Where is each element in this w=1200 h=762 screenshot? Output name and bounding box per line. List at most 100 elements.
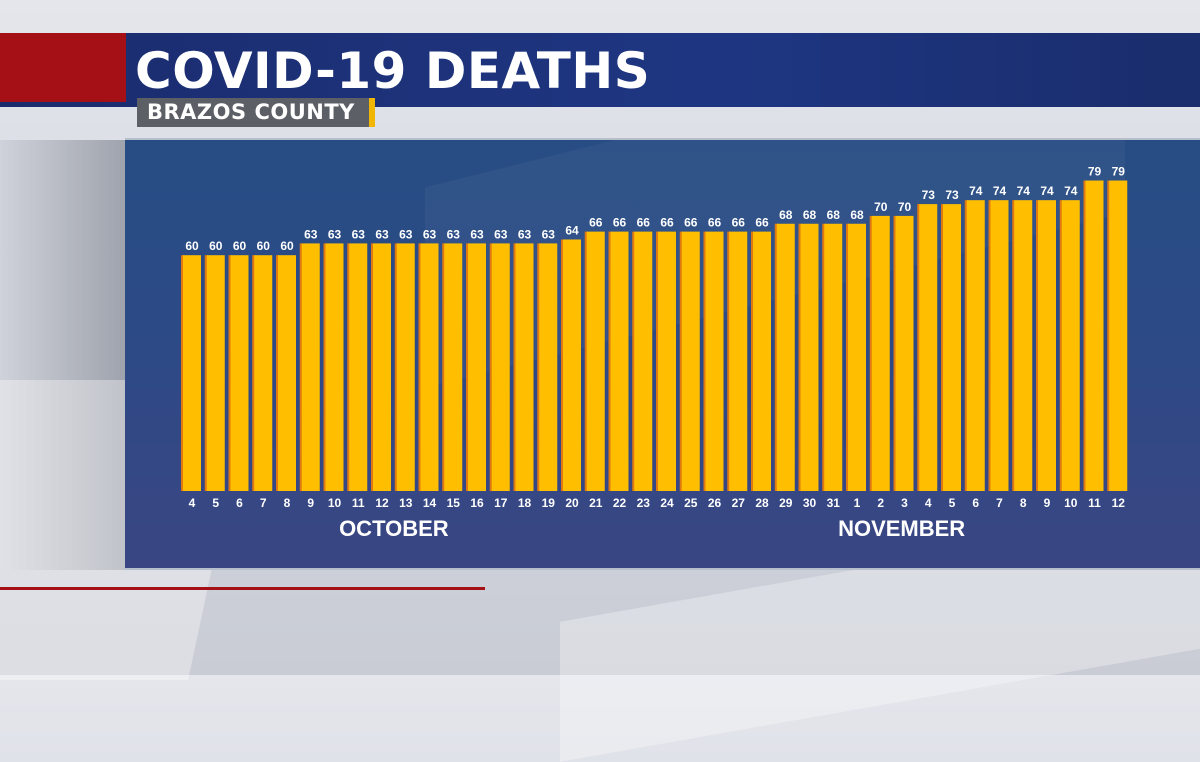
data-label: 66 [755,216,769,230]
x-tick-label: 5 [949,496,956,510]
bar-shadow [656,231,659,491]
data-label: 63 [447,227,461,241]
bar [705,231,724,491]
bar [824,223,843,491]
bar-shadow [323,243,327,491]
bar-chart: 6046056066076086396310631163126313631463… [181,165,1128,541]
bar [325,243,344,491]
data-label: 68 [827,208,841,222]
bar-shadow [964,200,968,491]
data-label: 60 [185,239,199,253]
bar [1014,200,1033,491]
x-tick-label: 31 [827,496,841,510]
bar [420,243,439,491]
x-tick-label: 3 [901,496,908,510]
bar-shadow [537,243,541,491]
x-tick-label: 10 [328,496,342,510]
bar [753,231,771,491]
x-tick-label: 7 [260,496,267,510]
x-tick-label: 11 [1088,496,1101,510]
data-label: 73 [945,188,959,202]
bar-shadow [489,243,493,491]
bar-shadow [371,243,374,491]
data-label: 73 [922,188,936,202]
bar-shadow [181,255,184,491]
bar-shadow [988,200,992,491]
bar-shadow [1059,200,1063,491]
bar-shadow [1012,200,1016,491]
bar-shadow [608,231,612,491]
bar [278,255,296,491]
bar [183,255,201,491]
x-tick-label: 10 [1064,496,1078,510]
bar [634,231,653,491]
data-label: 63 [328,227,342,241]
data-label: 74 [993,184,1007,198]
data-label: 63 [518,227,532,241]
bar-shadow [466,243,469,491]
bar-shadow [727,231,731,491]
x-tick-label: 18 [518,496,532,510]
data-label: 70 [874,200,888,214]
x-tick-label: 12 [375,496,389,510]
x-tick-label: 28 [755,496,769,510]
bar [563,239,581,491]
data-label: 63 [494,227,508,241]
bar-shadow [751,231,754,491]
bar [206,255,225,491]
x-tick-label: 23 [637,496,651,510]
data-label: 64 [565,223,579,237]
bar-shadow [822,223,826,491]
bar [729,231,748,491]
data-label: 60 [233,239,247,253]
bar-shadow [204,255,208,491]
bar-shadow [679,231,683,491]
x-tick-label: 17 [494,496,508,510]
data-label: 74 [1040,184,1054,198]
data-label: 66 [684,216,698,230]
data-label: 68 [850,208,864,222]
bar-shadow [347,243,351,491]
bar [539,243,558,491]
x-tick-label: 12 [1112,496,1126,510]
bar-shadow [1083,180,1087,491]
data-label: 66 [660,216,674,230]
data-label: 63 [542,227,556,241]
data-label: 74 [1064,184,1078,198]
bar [848,223,866,491]
x-tick-label: 9 [307,496,314,510]
bar [1038,200,1056,491]
bar-shadow [513,243,517,491]
data-label: 60 [280,239,294,253]
bar [254,255,273,491]
data-label: 63 [352,227,366,241]
bar [966,200,985,491]
bar-shadow [917,204,921,492]
subtitle-tag: BRAZOS COUNTY [137,98,375,127]
bar [491,243,510,491]
x-tick-label: 20 [565,496,579,510]
data-label: 68 [779,208,793,222]
x-tick-label: 29 [779,496,793,510]
x-tick-label: 26 [708,496,722,510]
accent-red-line [0,587,485,590]
data-label: 63 [399,227,413,241]
bar-shadow [299,243,303,491]
x-tick-label: 27 [732,496,746,510]
x-tick-label: 5 [212,496,219,510]
month-label: NOVEMBER [838,516,965,541]
bar-shadow [561,239,564,491]
bar [586,231,605,491]
bar [681,231,700,491]
x-tick-label: 13 [399,496,413,510]
chart-title: COVID-19 DEATHS [135,42,651,100]
x-tick-label: 30 [803,496,817,510]
data-label: 60 [209,239,223,253]
x-tick-label: 6 [236,496,243,510]
bar-shadow [1036,200,1039,491]
data-label: 66 [589,216,603,230]
bar [610,231,629,491]
bar [800,223,819,491]
chart-panel: 60 4 60 5 60 6 60 7 60 8 63 9 63 10 63 11 63 12 63 13 63 14 63… [125,138,1200,570]
x-tick-label: 24 [660,496,674,510]
